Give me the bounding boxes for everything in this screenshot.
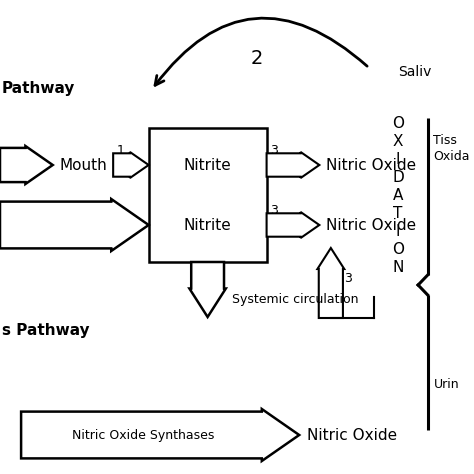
Polygon shape	[190, 262, 226, 317]
Text: Saliv: Saliv	[398, 65, 431, 79]
Text: 3: 3	[271, 145, 278, 157]
Text: Nitric Oxide Synthases: Nitric Oxide Synthases	[72, 428, 214, 441]
Text: Systemic circulation: Systemic circulation	[232, 293, 358, 307]
Text: Nitrite: Nitrite	[184, 157, 231, 173]
Text: Nitric Oxide: Nitric Oxide	[326, 218, 416, 233]
Text: Nitrite: Nitrite	[184, 218, 231, 233]
Text: Nitric Oxide: Nitric Oxide	[326, 157, 416, 173]
Text: 3: 3	[271, 204, 278, 218]
Text: Mouth: Mouth	[59, 157, 107, 173]
Polygon shape	[0, 199, 149, 251]
Polygon shape	[318, 248, 344, 318]
Bar	[149, 128, 266, 262]
Text: Nitric Oxide: Nitric Oxide	[307, 428, 397, 443]
Polygon shape	[0, 146, 53, 184]
Text: Pathway: Pathway	[2, 81, 75, 95]
Text: 2: 2	[251, 48, 263, 67]
Polygon shape	[113, 152, 149, 178]
Text: 1: 1	[117, 145, 125, 157]
Text: 3: 3	[344, 272, 352, 284]
Text: O
X
I
D
A
T
I
O
N: O X I D A T I O N	[392, 116, 404, 274]
Text: s Pathway: s Pathway	[2, 322, 90, 337]
Text: Urin: Urin	[433, 379, 459, 392]
Polygon shape	[266, 212, 319, 238]
Polygon shape	[21, 409, 299, 461]
Text: Tiss
Oxida: Tiss Oxida	[433, 134, 470, 163]
Polygon shape	[266, 152, 319, 178]
